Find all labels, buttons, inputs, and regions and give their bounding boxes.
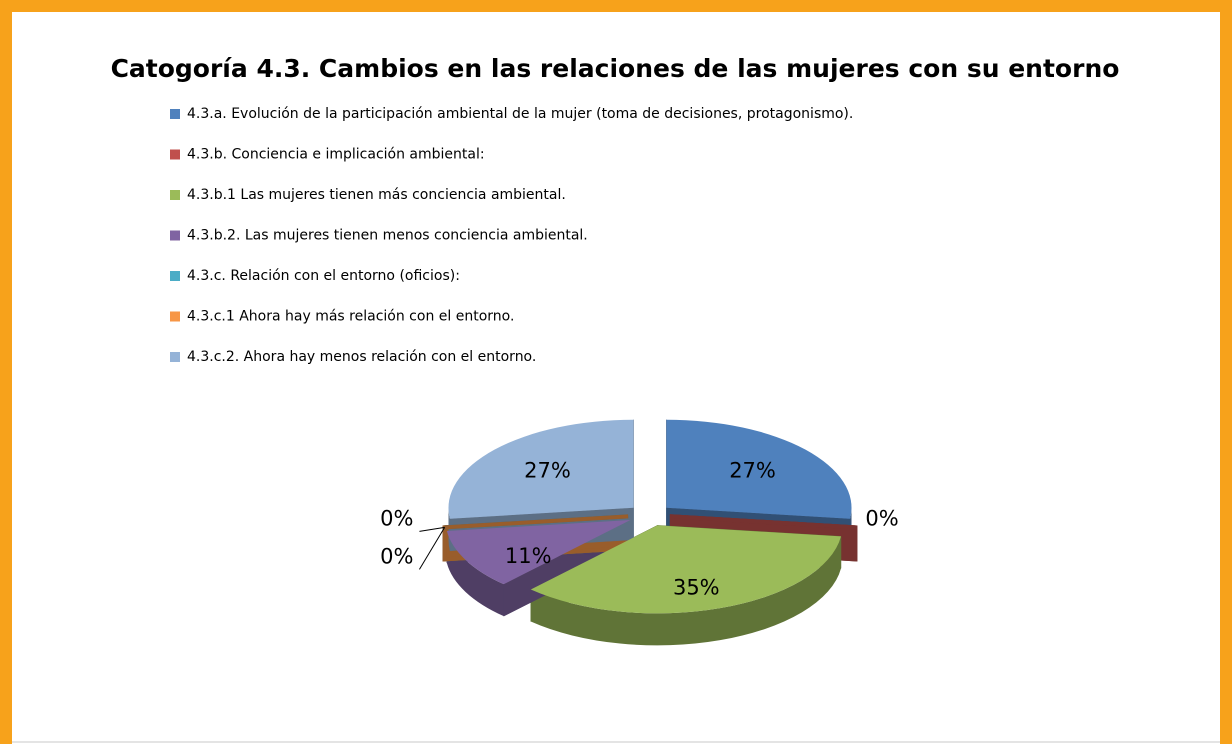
legend-label: 4.3.b. Conciencia e implicación ambienta… [187,147,485,163]
legend-swatch [170,190,180,200]
legend-swatch [170,311,180,322]
slice [448,419,634,519]
legend-swatch [170,149,180,160]
slice [530,525,841,614]
data-label: 0% [865,506,898,530]
data-label: 27% [729,459,776,483]
legend-label: 4.3.b.1 Las mujeres tienen más concienci… [187,187,566,203]
legend-label: 4.3.c.1 Ahora hay más relación con el en… [187,309,514,325]
legend-swatch [170,109,180,119]
legend-label: 4.3.b.2. Las mujeres tienen menos concie… [187,228,588,244]
data-label: 35% [673,576,720,600]
legend-label: 4.3.c. Relación con el entorno (oficios)… [187,268,460,284]
data-label: 0% [380,544,413,568]
slice-wall [530,536,841,646]
data-label: 11% [505,544,552,568]
legend-label: 4.3.a. Evolución de la participación amb… [187,106,853,122]
slice-wall [448,507,450,551]
pie-labels: 27% 0% 35% 11% 0% 0% 27% [380,459,899,600]
pie-tops [444,419,856,614]
slice-wall [446,531,504,617]
data-label: 27% [524,459,571,483]
chart-title: Catogoría 4.3. Cambios en las relaciones… [111,54,1120,83]
leader-line [419,526,445,532]
leader-line [419,527,446,570]
legend-swatch [170,230,180,241]
legend-swatch [170,352,180,362]
legend-label: 4.3.c.2. Ahora hay menos relación con el… [187,349,536,365]
legend-swatch [170,271,180,281]
slice [446,519,631,585]
data-label: 0% [380,506,413,530]
slice [666,419,852,519]
